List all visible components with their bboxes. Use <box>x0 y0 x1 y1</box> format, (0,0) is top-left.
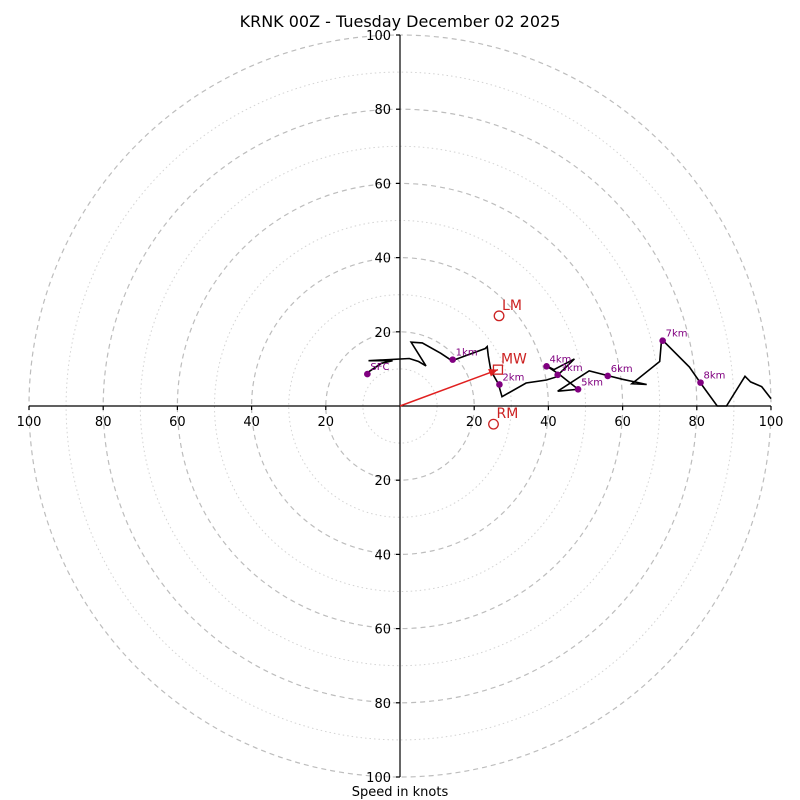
height-marker-8km <box>697 379 704 386</box>
y-tick-label: 40 <box>374 548 391 563</box>
x-tick-label: 80 <box>95 415 112 430</box>
x-tick-label: 40 <box>243 415 260 430</box>
hodograph-trace <box>368 337 772 407</box>
storm-label-mw: MW <box>501 352 527 368</box>
height-label-sfc: SFC <box>370 362 389 373</box>
height-marker-2km <box>496 381 503 388</box>
y-tick-label: 60 <box>374 623 391 638</box>
storm-marker-rm <box>488 418 499 430</box>
x-tick-label: 80 <box>689 415 706 430</box>
hodograph-trace-layer <box>368 337 772 407</box>
y-tick-label: 20 <box>374 474 391 489</box>
storm-motion-markers: LM MW RM <box>488 298 527 430</box>
x-tick-label: 40 <box>540 415 557 430</box>
y-tick-label: 80 <box>374 103 391 118</box>
x-tick-label: 60 <box>614 415 631 430</box>
x-tick-label: 60 <box>169 415 186 430</box>
y-tick-label: 20 <box>374 326 391 341</box>
chart-title: KRNK 00Z - Tuesday December 02 2025 <box>240 12 561 31</box>
height-marker-sfc <box>364 370 371 378</box>
height-label-1km: 1km <box>456 348 478 359</box>
height-marker-4km <box>543 363 550 370</box>
height-marker-3km <box>554 371 561 379</box>
tick-labels: 100 80 60 40 20 20 40 60 80 100 100 80 60 40 20 20 40 60 8… <box>17 29 784 786</box>
storm-label-lm: LM <box>502 298 522 314</box>
height-label-5km: 5km <box>581 377 603 388</box>
height-marker-7km <box>659 337 666 345</box>
height-marker-1km <box>449 356 456 363</box>
storm-label-rm: RM <box>496 406 518 422</box>
height-marker-6km <box>604 372 612 380</box>
height-label-2km: 2km <box>502 372 524 383</box>
y-tick-label: 100 <box>366 29 391 44</box>
x-axis-label: Speed in knots <box>352 785 449 800</box>
storm-marker-mw <box>492 364 504 375</box>
y-tick-label: 100 <box>366 771 391 786</box>
x-tick-label: 100 <box>17 415 42 430</box>
y-tick-label: 40 <box>374 252 391 267</box>
x-tick-label: 20 <box>318 415 335 430</box>
height-label-8km: 8km <box>704 371 726 382</box>
storm-marker-lm <box>493 310 505 322</box>
height-label-6km: 6km <box>611 364 633 375</box>
height-label-3km: 3km <box>561 363 583 374</box>
mean-wind-vector <box>399 368 499 407</box>
height-label-7km: 7km <box>666 329 688 340</box>
height-marker-5km <box>574 386 582 393</box>
x-tick-label: 20 <box>466 415 483 430</box>
height-label-4km: 4km <box>550 354 572 365</box>
x-tick-label: 100 <box>759 415 784 430</box>
y-tick-label: 60 <box>374 177 391 192</box>
y-tick-label: 80 <box>374 697 391 712</box>
